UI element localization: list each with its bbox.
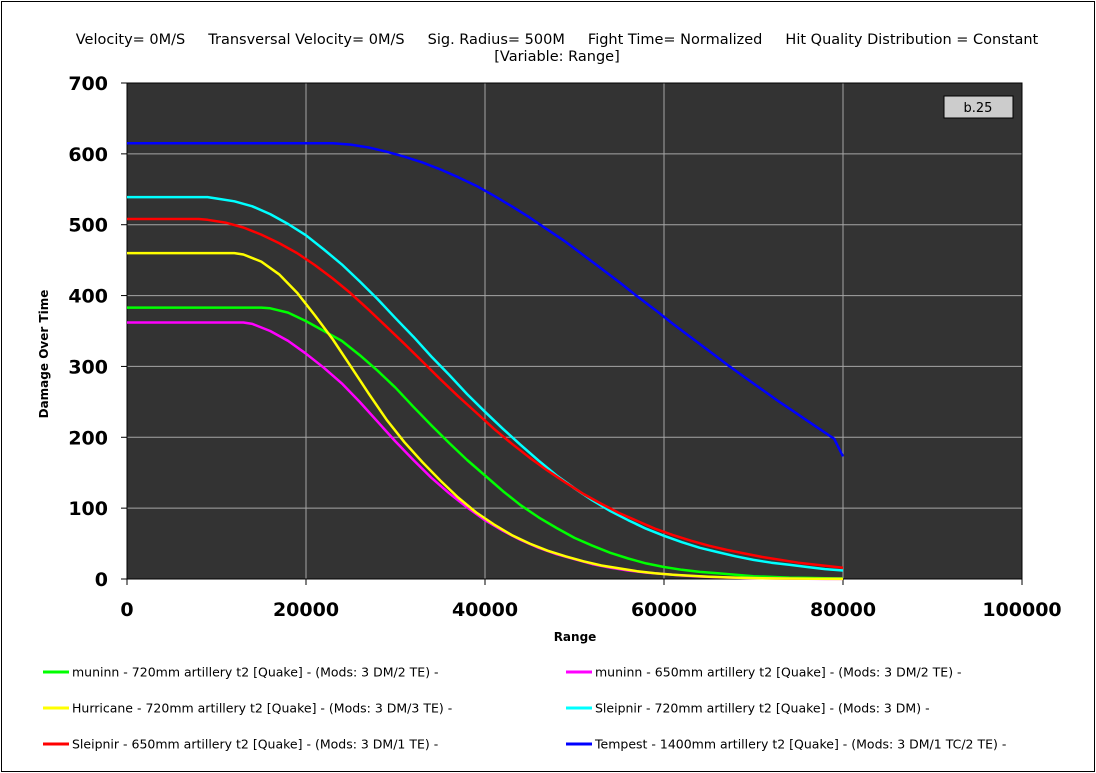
y-axis-label: Damage Over Time (37, 290, 51, 419)
series-line (127, 251, 844, 581)
legend-label: Hurricane - 720mm artillery t2 [Quake] -… (72, 701, 452, 716)
y-tick-label: 600 (68, 144, 108, 166)
x-tick-label: 20000 (273, 599, 339, 621)
x-axis-label: Range (554, 630, 597, 644)
legend: muninn - 720mm artillery t2 [Quake] - (M… (43, 665, 1006, 752)
plot-border (126, 82, 1023, 580)
header-line-1: Velocity= 0M/S Transversal Velocity= 0M/… (76, 32, 1039, 48)
y-tick-label: 700 (68, 73, 108, 95)
series-line (127, 306, 844, 580)
y-tick-label: 300 (68, 356, 108, 378)
x-tick-label: 0 (120, 599, 133, 621)
y-tick-label: 200 (68, 427, 108, 449)
y-tick-label: 500 (68, 215, 108, 237)
series-line (127, 195, 844, 572)
legend-label: muninn - 720mm artillery t2 [Quake] - (M… (72, 665, 439, 680)
y-tick-label: 400 (68, 286, 108, 308)
y-tick-label: 100 (68, 498, 108, 520)
legend-label: Sleipnir - 720mm artillery t2 [Quake] - … (595, 701, 930, 716)
y-tick-label: 0 (95, 569, 108, 591)
version-badge: b.25 (964, 101, 993, 116)
x-tick-label: 100000 (982, 599, 1061, 621)
legend-label: Sleipnir - 650mm artillery t2 [Quake] - … (72, 737, 438, 752)
x-tick-label: 60000 (631, 599, 697, 621)
legend-label: Tempest - 1400mm artillery t2 [Quake] - … (594, 737, 1006, 752)
legend-label: muninn - 650mm artillery t2 [Quake] - (M… (595, 665, 962, 680)
version-badge-box (943, 95, 1014, 119)
series-line (127, 141, 845, 457)
header-line-2: [Variable: Range] (494, 49, 619, 65)
series-line (127, 217, 844, 569)
plot-area: 0 100 200 300 400 500 600 700 0 20000 40000 60000 80… (68, 73, 1061, 621)
x-tick-label: 80000 (810, 599, 876, 621)
x-tick-label: 40000 (452, 599, 518, 621)
plot-background (127, 83, 1022, 579)
